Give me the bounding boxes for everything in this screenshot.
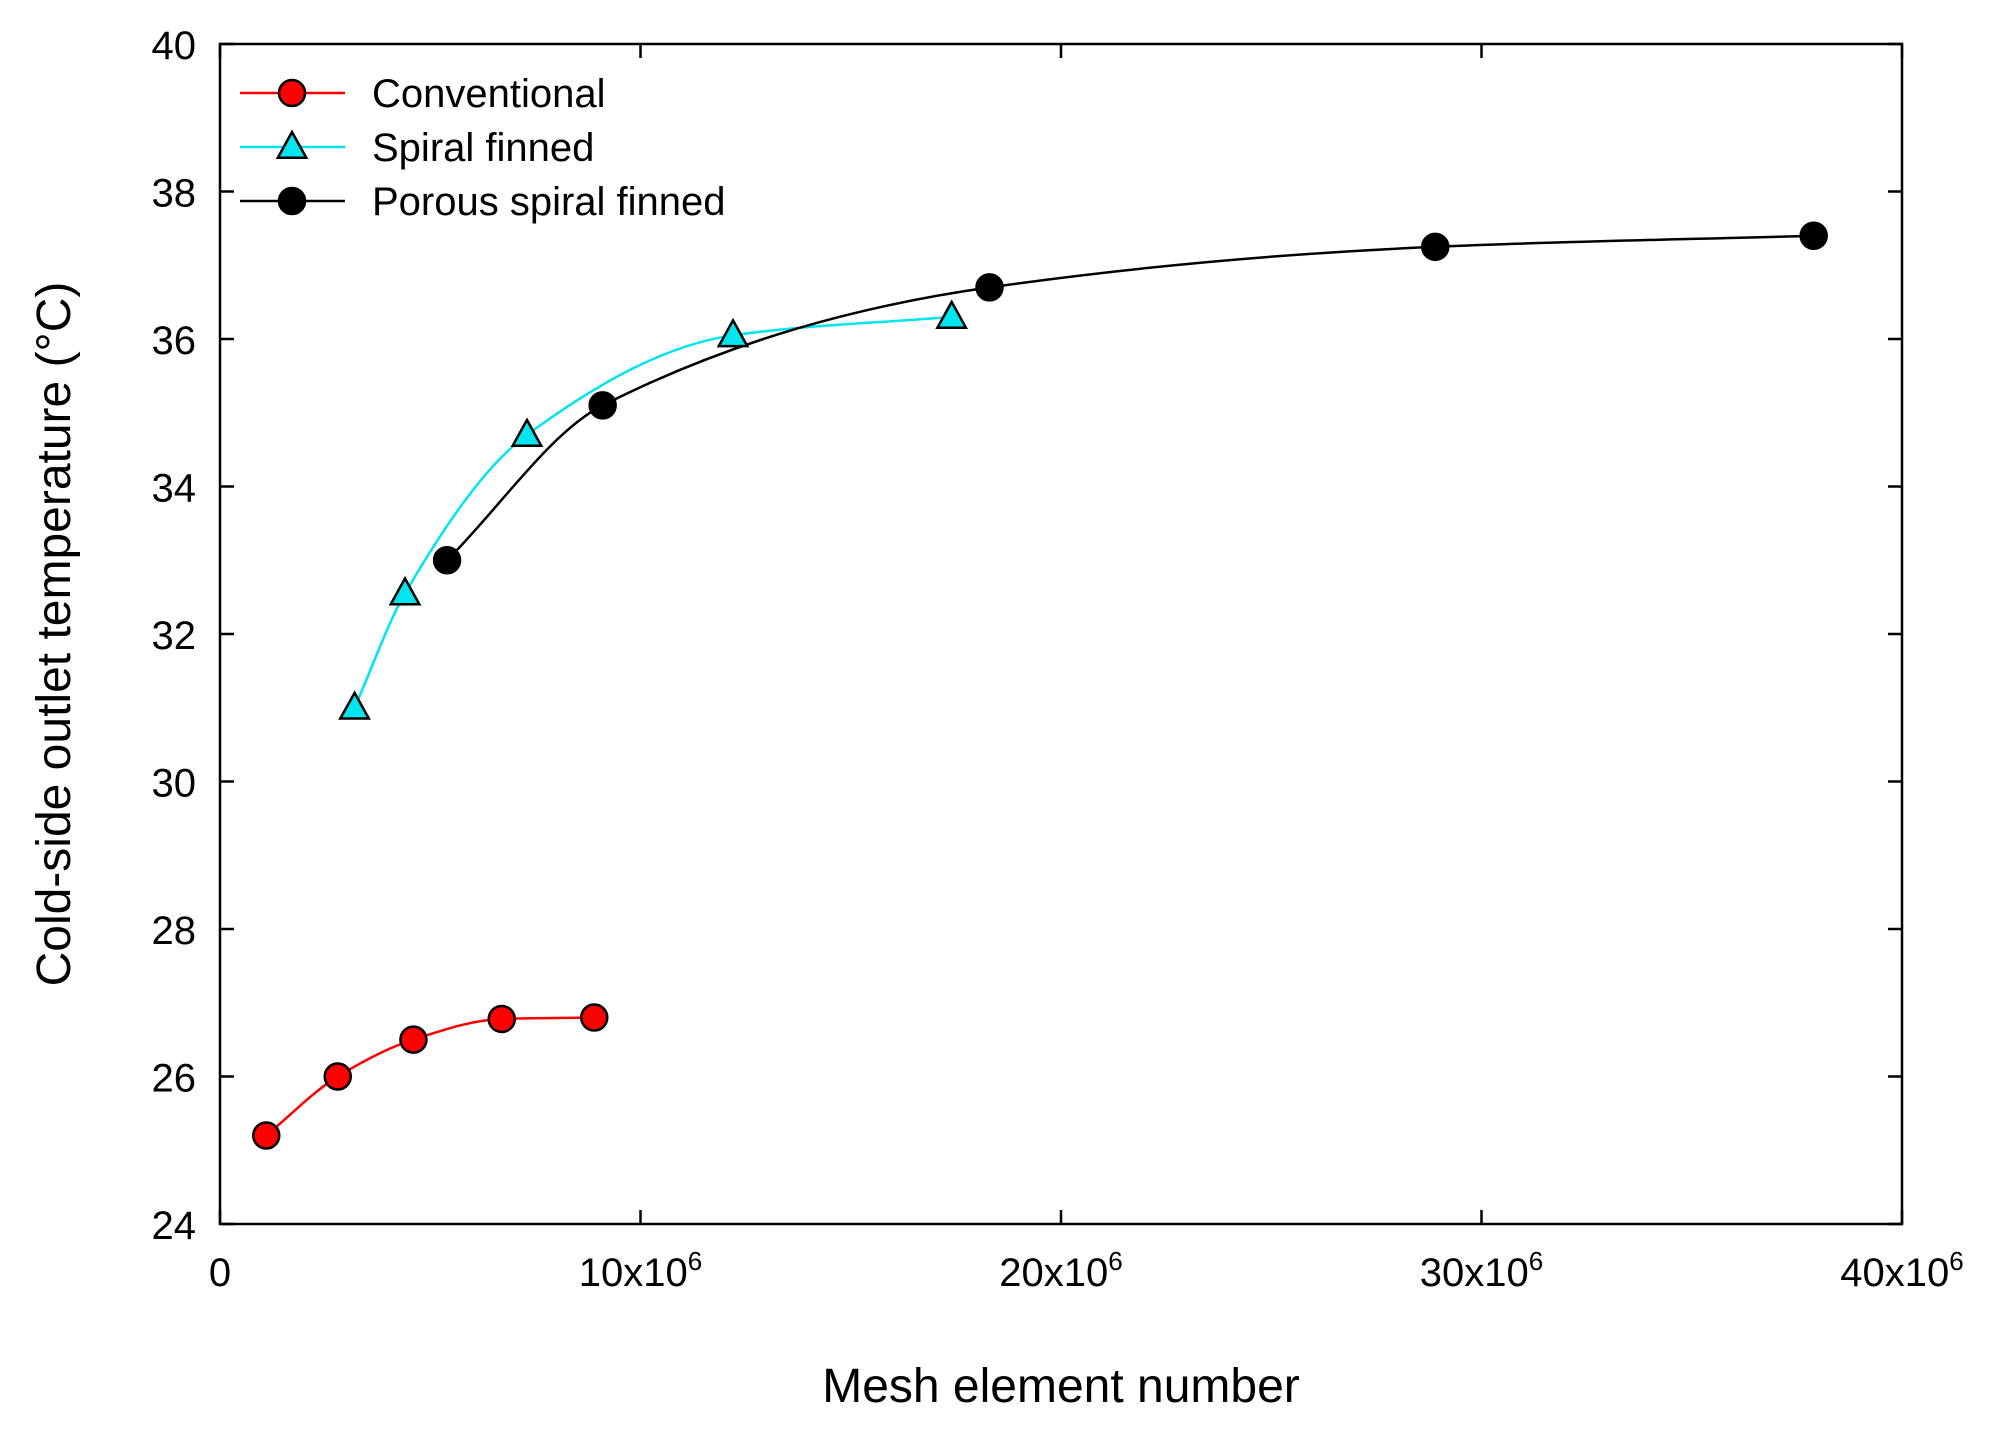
series-lines <box>265 234 1814 1137</box>
series-1-point-3 <box>716 317 750 348</box>
y-axis-ticks: 24 26 28 30 32 34 36 38 40 <box>152 24 1902 1248</box>
series-0-point-2 <box>399 1025 428 1054</box>
series-line-1 <box>353 315 952 709</box>
x-axis-label: Mesh element number <box>822 1360 1300 1413</box>
y-tick-label-30: 30 <box>152 762 197 806</box>
y-tick-label-24: 24 <box>152 1204 197 1248</box>
legend-marker-0 <box>277 78 307 108</box>
series-1-point-1 <box>388 575 422 606</box>
series-0-point-0 <box>252 1121 281 1150</box>
series-line-2 <box>446 234 1814 562</box>
series-0-point-1 <box>323 1062 352 1091</box>
series-markers <box>252 221 1828 1150</box>
legend-marker-1 <box>275 129 309 160</box>
series-2-point-1 <box>588 391 617 420</box>
y-tick-label-34: 34 <box>152 467 197 511</box>
y-tick-label-38: 38 <box>152 172 197 216</box>
legend: Conventional Spiral finned Porous spiral f… <box>240 72 726 224</box>
series-2-point-4 <box>1799 221 1828 250</box>
series-0-point-3 <box>487 1004 516 1034</box>
series-2-point-3 <box>1420 232 1450 262</box>
x-tick-label-2: 20x106 <box>999 1246 1122 1295</box>
legend-marker-2 <box>277 186 307 216</box>
y-tick-label-28: 28 <box>152 909 197 953</box>
y-tick-label-36: 36 <box>152 319 197 363</box>
legend-label-2: Porous spiral finned <box>372 180 726 224</box>
series-2-point-0 <box>432 546 462 575</box>
x-axis-ticks: 0 10x106 20x106 30x106 40x106 <box>209 44 1964 1295</box>
x-tick-label-3: 30x106 <box>1420 1246 1543 1295</box>
series-1-point-2 <box>510 417 544 447</box>
x-tick-label-1: 10x106 <box>579 1246 702 1295</box>
series-line-0 <box>265 1016 595 1137</box>
y-tick-label-32: 32 <box>152 614 197 658</box>
series-2-point-2 <box>975 273 1004 302</box>
y-axis-label: Cold-side outlet temperature (°C) <box>28 282 81 987</box>
x-tick-label-0: 0 <box>209 1251 231 1295</box>
y-tick-label-26: 26 <box>152 1057 197 1101</box>
series-0-point-4 <box>579 1003 609 1032</box>
legend-label-1: Spiral finned <box>372 126 594 170</box>
x-tick-label-4: 40x106 <box>1840 1246 1963 1295</box>
legend-label-0: Conventional <box>372 72 606 116</box>
series-1-point-0 <box>338 690 371 720</box>
series-1-point-4 <box>935 299 969 329</box>
y-tick-label-40: 40 <box>152 24 197 68</box>
